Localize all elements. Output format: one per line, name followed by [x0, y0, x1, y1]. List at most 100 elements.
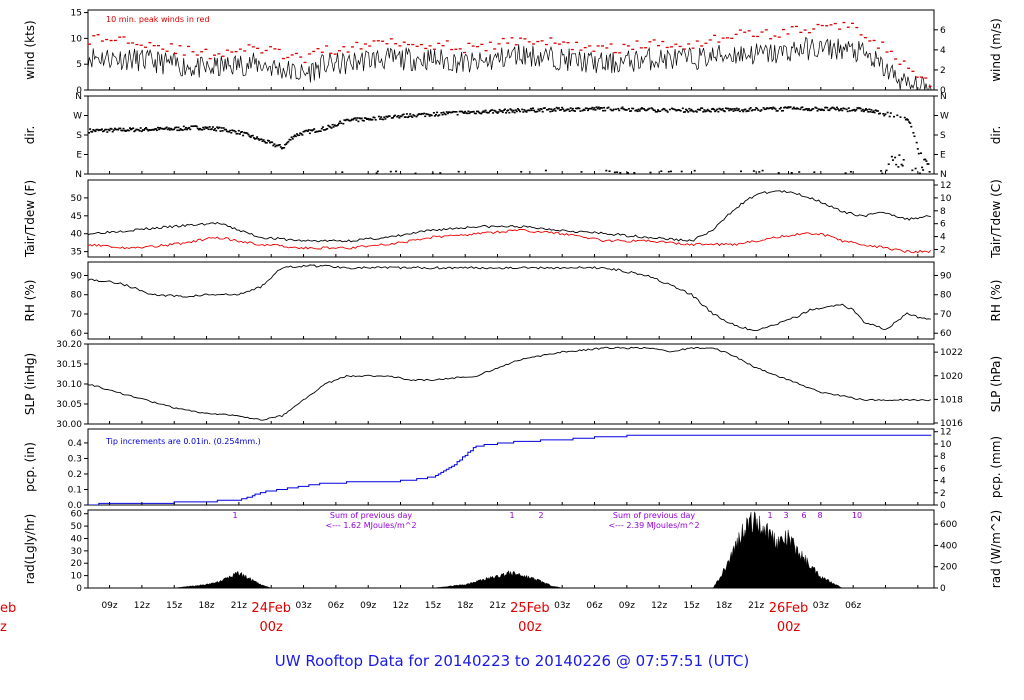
wind-dir-point	[589, 107, 592, 110]
wind-dir-point	[746, 109, 749, 112]
wind-dir-point	[398, 117, 401, 119]
wind-dir-point	[902, 159, 905, 161]
peak-wind-mark	[915, 76, 919, 78]
wind-dir-point	[114, 128, 117, 131]
wind-dir-point	[597, 106, 600, 109]
wind-dir-point	[848, 110, 851, 112]
wind-dir-point	[131, 128, 134, 130]
peak-wind-mark	[795, 25, 798, 28]
peak-wind-mark	[381, 40, 385, 42]
wind-dir-point	[561, 106, 564, 109]
wind-dir-point	[442, 111, 445, 114]
rh-series	[88, 264, 931, 332]
wind-dir-point	[183, 128, 186, 131]
wind-dir-point	[585, 107, 588, 110]
slp-left-axis-title: SLP (inHg)	[23, 353, 37, 415]
wind-dir-point	[279, 146, 282, 148]
peak-wind-mark	[911, 70, 915, 72]
wind-dir-point	[500, 110, 503, 112]
wind-dir-point	[624, 109, 627, 111]
peak-wind-mark	[764, 29, 768, 31]
peak-wind-mark	[734, 33, 738, 35]
peak-wind-mark	[708, 39, 712, 41]
peak-wind-mark	[488, 41, 492, 43]
wind-dir-point	[374, 119, 377, 121]
pcp-right-tick-label: 8	[940, 452, 946, 462]
wind-dir-point	[729, 108, 732, 110]
peak-wind-mark	[648, 41, 652, 43]
wind-dir-point	[730, 109, 733, 111]
wind-dir-point	[721, 108, 724, 110]
wind-dir-point	[340, 122, 343, 124]
pcp-note: Tip increments are 0.01in. (0.254mm.)	[105, 437, 261, 446]
wind-dir-point	[607, 106, 610, 109]
wind-dir-point	[306, 130, 309, 132]
wind-dir-point	[356, 117, 359, 119]
wind-dir-point	[705, 110, 708, 112]
wind-dir-point	[153, 128, 156, 130]
wind-dir-point	[577, 107, 580, 109]
peak-wind-mark	[174, 52, 178, 55]
wind-dir-point	[528, 109, 531, 112]
wind-dir-point	[925, 160, 928, 162]
wind-dir-point	[757, 109, 760, 111]
wind-dir-point	[297, 134, 300, 137]
wind-dir-point	[783, 106, 786, 109]
peak-wind-mark	[385, 43, 389, 45]
wind-dir-point	[294, 135, 297, 138]
wind-dir-point	[464, 110, 467, 113]
wind-dir-point	[546, 109, 548, 111]
wind-dir-point	[229, 129, 232, 132]
wind-dir-point	[164, 127, 167, 130]
wind-dir-point	[106, 131, 109, 133]
wind-dir-point	[847, 107, 850, 109]
rh-right-tick-label: 70	[940, 310, 952, 320]
wind-dir-point	[734, 109, 737, 112]
wind-dir-point	[490, 109, 492, 112]
peak-wind-mark	[303, 61, 307, 64]
pcp-right-axis-title: pcp. (mm)	[989, 436, 1003, 498]
pcp-plot-area	[88, 434, 932, 505]
wind-dir-point	[760, 109, 763, 111]
wind-dir-point	[874, 109, 877, 111]
wind-dir-point	[821, 109, 824, 111]
peak-wind-mark	[605, 47, 609, 49]
wind-dir-point	[659, 110, 662, 112]
wind-dir-point	[695, 111, 698, 113]
wind-dir-point	[98, 129, 101, 131]
peak-wind-mark	[738, 29, 742, 31]
rh-left-tick-label: 90	[71, 271, 83, 281]
wind-dir-point	[165, 126, 168, 129]
wind-dir-point	[404, 116, 407, 118]
wind-dir-point	[494, 110, 497, 112]
wind-dir-point	[690, 108, 693, 111]
wind-dir-point	[207, 128, 210, 131]
peak-wind-mark	[928, 85, 932, 88]
wind-dir-point	[280, 147, 283, 150]
wind-dir-point	[396, 116, 399, 118]
wind-dir-point	[813, 171, 816, 173]
peak-wind-mark	[131, 42, 135, 44]
panel-rh: 60 70 80 90 60 70 80 90 RH (%) RH (%)	[23, 261, 1003, 340]
temp-right-tick-label: 10	[940, 194, 952, 204]
wind-dir-point	[155, 129, 158, 132]
wind-dir-point	[433, 115, 436, 117]
wind-dir-point	[529, 107, 532, 110]
wind-dir-point	[852, 109, 855, 111]
time-tick-label: 15z	[683, 601, 699, 611]
wind-dir-point	[300, 133, 303, 135]
time-tick-label: 21z	[748, 601, 764, 611]
wind-dir-point	[117, 128, 120, 131]
wind-dir-point	[232, 129, 235, 132]
wind-dir-point	[478, 111, 481, 114]
wind-dir-point	[185, 126, 187, 129]
wind-dir-point	[542, 107, 545, 109]
wind-dir-point	[258, 139, 261, 141]
rh-right-tick-label: 60	[940, 329, 952, 339]
wind-dir-point	[270, 141, 273, 143]
wind-dir-point	[687, 111, 690, 113]
peak-wind-mark	[88, 43, 91, 45]
wind-dir-point	[664, 109, 667, 112]
peak-wind-mark	[859, 34, 863, 36]
peak-wind-mark	[579, 49, 583, 51]
